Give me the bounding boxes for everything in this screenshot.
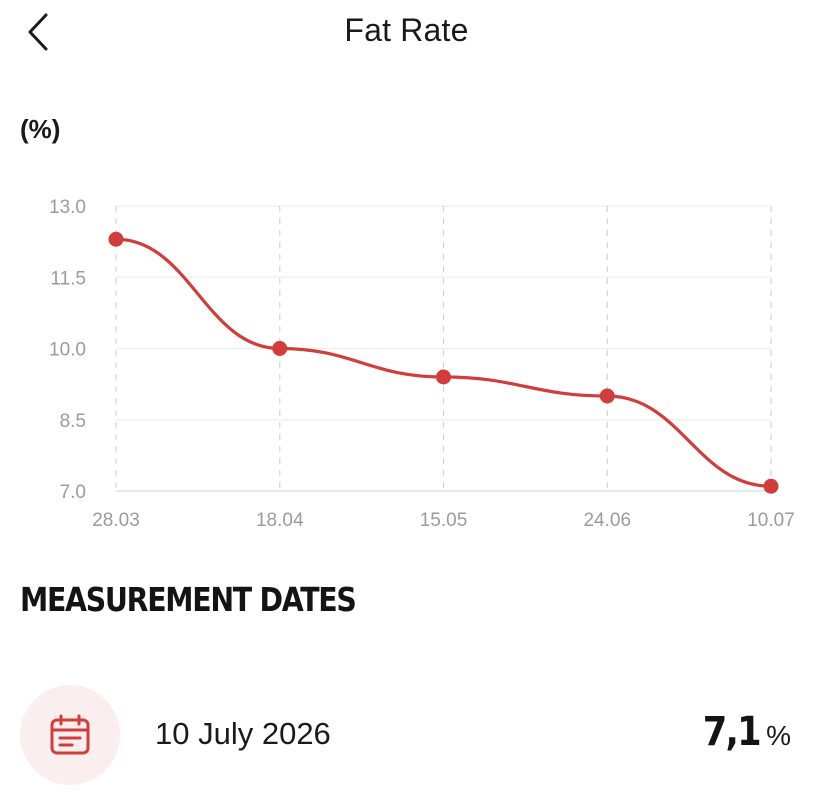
back-button[interactable] (14, 8, 62, 56)
measurement-date: 10 July 2026 (155, 716, 331, 751)
chevron-left-icon (28, 13, 48, 51)
data-point (436, 369, 451, 385)
measurement-row[interactable]: 10 July 2026 7,1 % (0, 683, 813, 787)
calendar-icon-circle (20, 685, 120, 785)
data-point (108, 231, 124, 247)
y-tick-label: 11.5 (50, 268, 86, 289)
y-tick-label: 13.0 (49, 197, 86, 218)
data-point (272, 341, 288, 356)
chart-unit-label: (%) (20, 114, 61, 144)
calendar-icon (50, 714, 90, 755)
measurement-value-number: 7,1 (703, 709, 762, 755)
top-bar: Fat Rate (0, 0, 813, 64)
x-tick-label: 15.05 (420, 510, 468, 531)
x-tick-label: 18.04 (256, 510, 304, 531)
data-point (599, 388, 615, 404)
fat-rate-chart: 13.0 11.5 10.0 8.5 7.0 28.03 18.04 15.05 24.06 10… (49, 197, 795, 531)
measurement-value: 7,1 % (695, 709, 791, 755)
section-title: MEASUREMENT DATES (20, 580, 357, 619)
y-tick-label: 7.0 (60, 482, 86, 503)
measurement-value-unit: % (766, 720, 791, 751)
page-title: Fat Rate (344, 12, 469, 48)
y-tick-label: 8.5 (60, 411, 86, 432)
x-tick-label: 28.03 (92, 510, 140, 531)
x-tick-label: 24.06 (583, 510, 631, 531)
y-tick-label: 10.0 (49, 340, 86, 361)
x-tick-label: 10.07 (747, 510, 795, 531)
data-point (763, 478, 779, 494)
